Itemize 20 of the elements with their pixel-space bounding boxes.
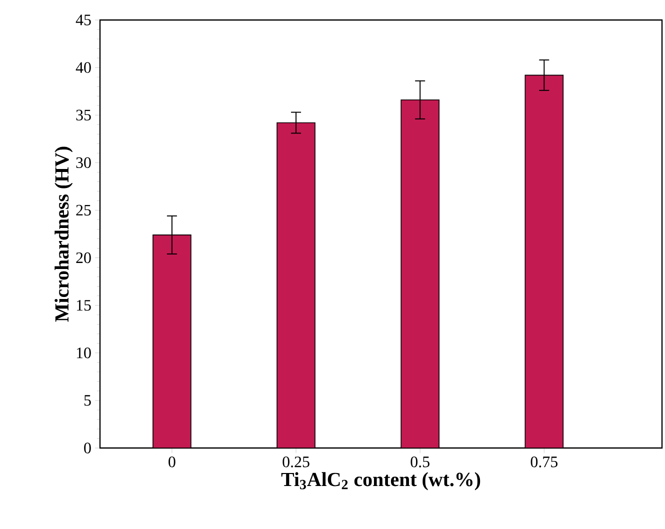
bar [152,234,192,448]
x-axis-title: Ti$_{3}$AlC$_{2}$ content (wt.%) [281,472,480,490]
y-tick-label: 0 [84,442,91,454]
x-tick-label: 0.5 [410,456,430,468]
y-tick-label: 40 [76,62,91,73]
x-tick-label: 0 [168,456,176,468]
bar [276,122,316,448]
y-tick-label: 25 [76,204,91,216]
y-tick-label: 5 [84,395,91,406]
bar [524,74,564,448]
y-tick-label: 20 [76,252,91,264]
y-tick-label: 35 [76,110,91,120]
y-tick-label: 10 [76,348,91,358]
y-tick-label: 30 [76,157,91,168]
y-axis-title: Microhardness (HV) [54,146,73,322]
y-tick-label: 15 [76,300,91,311]
x-tick-label: 0.75 [530,456,558,468]
y-tick-label: 45 [76,14,91,26]
bar [400,99,440,448]
x-tick-label: 0.25 [282,456,310,468]
